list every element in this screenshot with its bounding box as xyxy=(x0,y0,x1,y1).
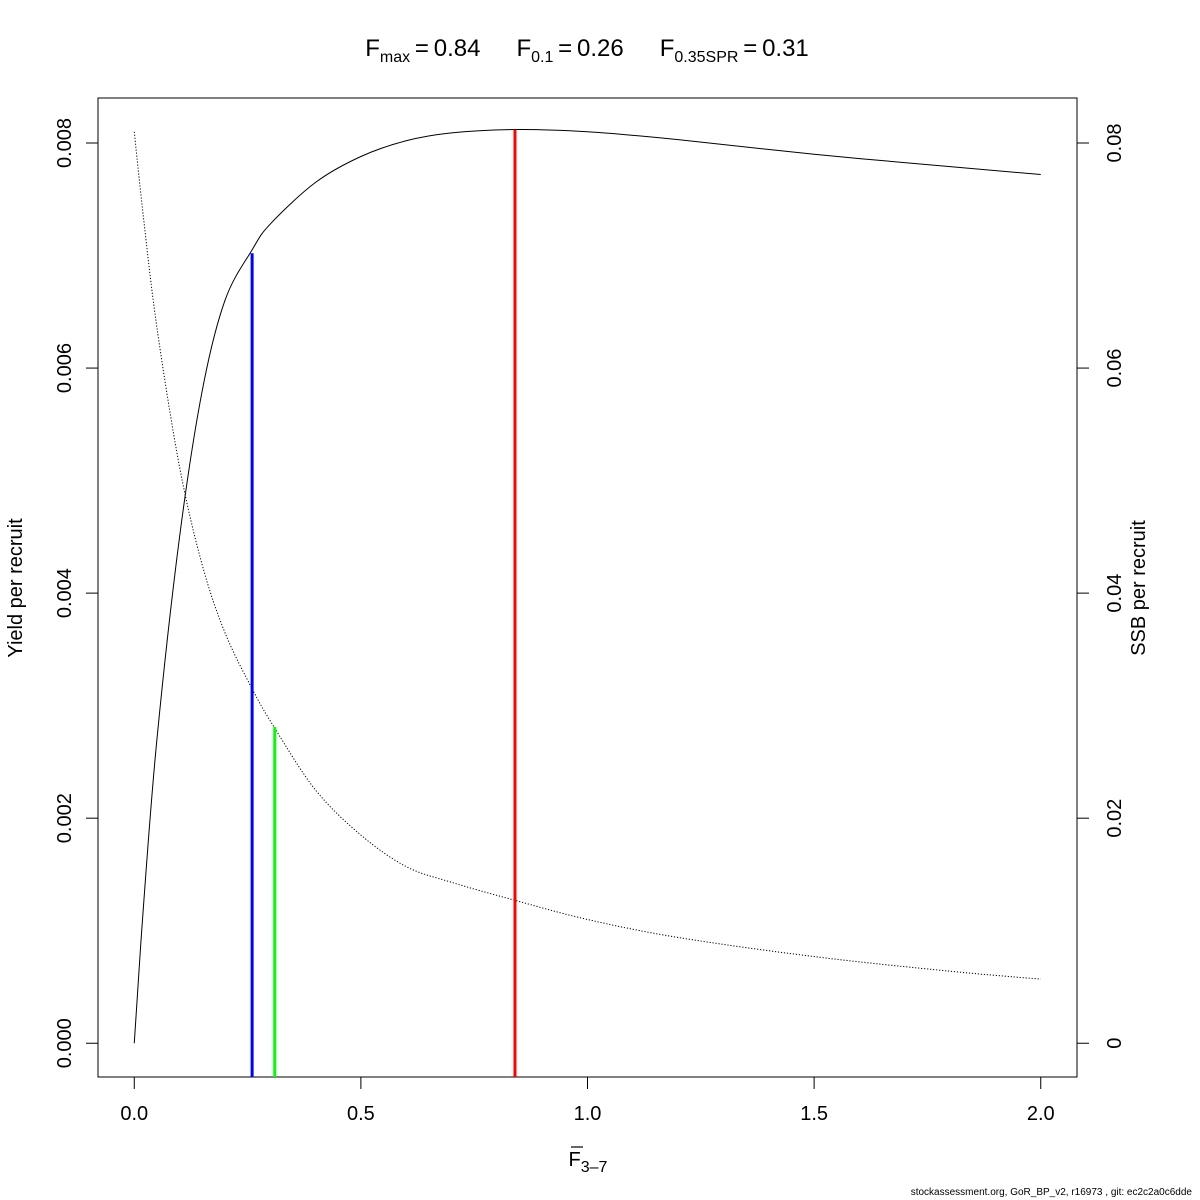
x-axis-label-text: F3–7 xyxy=(569,1149,608,1176)
y-right-tick-label: 0 xyxy=(1104,1038,1126,1049)
y-right-tick-label: 0.06 xyxy=(1104,349,1126,388)
y-left-tick-label: 0.000 xyxy=(54,1018,76,1068)
yield-per-recruit-line xyxy=(133,128,1041,1044)
y-left-tick-label: 0.002 xyxy=(54,793,76,843)
y-right-tick-label: 0.02 xyxy=(1104,799,1126,838)
ssb-per-recruit-line xyxy=(133,131,1041,980)
plot-frame xyxy=(97,97,1078,1078)
y-left-tick-label: 0.006 xyxy=(54,343,76,393)
reference-lines xyxy=(250,129,517,1077)
footer-note: stockassessment.org, GoR_BP_v2, r16973 ,… xyxy=(910,1187,1192,1198)
series-group xyxy=(133,128,1041,1044)
x-tick-label: 1.5 xyxy=(800,1103,828,1125)
x-tick-label: 0.5 xyxy=(347,1103,375,1125)
y-left-tick-label: 0.004 xyxy=(54,568,76,618)
y-axis-left-label: Yield per recruit xyxy=(5,518,27,658)
y-axis-right: 0 0.02 0.04 0.06 0.08 xyxy=(1076,124,1126,1049)
x-tick-label: 1.0 xyxy=(574,1103,602,1125)
x-tick-label: 0.0 xyxy=(120,1103,148,1125)
x-axis-label: F3–7 xyxy=(569,1146,608,1176)
y-right-tick-label: 0.08 xyxy=(1104,124,1126,163)
chart-title: Fmax = 0.84 F0.1 = 0.26 F0.35SPR = 0.31 xyxy=(365,35,809,66)
y-right-tick-label: 0.04 xyxy=(1104,574,1126,613)
y-left-tick-label: 0.008 xyxy=(54,118,76,168)
title-text: Fmax = 0.84 F0.1 = 0.26 F0.35SPR = 0.31 xyxy=(365,35,809,66)
x-axis: 0.0 0.5 1.0 1.5 2.0 xyxy=(120,1076,1055,1125)
y-axis-right-label: SSB per recruit xyxy=(1128,520,1150,656)
x-tick-label: 2.0 xyxy=(1027,1103,1055,1125)
y-axis-left: 0.000 0.002 0.004 0.006 0.008 xyxy=(54,118,99,1068)
